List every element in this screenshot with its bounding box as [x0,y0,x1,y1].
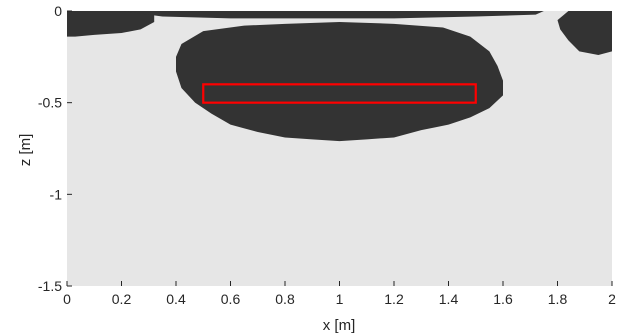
x-tick-label: 2 [608,291,616,307]
center-region [176,22,503,142]
y-tick-label: -0.5 [38,95,62,111]
y-tick-label: 0 [54,3,62,19]
target-rectangle [202,83,477,104]
right-region [557,11,612,55]
x-tick-label: 0 [63,291,71,307]
left-region [67,11,155,37]
x-tick-label: 0.2 [112,291,132,307]
y-tick-label: -1 [50,186,63,202]
x-axis-label: x [m] [323,317,356,334]
x-tick-label: 1.4 [439,291,459,307]
x-tick-label: 1 [336,291,344,307]
plot-area [67,11,612,286]
x-tick-label: 1.2 [384,291,404,307]
x-tick-label: 1.8 [548,291,568,307]
x-axis: 0 0.2 0.4 0.6 0.8 1 1.2 1.4 1.6 1.8 2 [63,281,616,307]
x-tick-label: 0.8 [275,291,295,307]
y-axis: 0 -0.5 -1 -1.5 [38,3,72,294]
y-axis-label: z [m] [17,134,34,167]
y-tick-label: -1.5 [38,278,62,294]
top-strip [121,11,544,19]
x-tick-label: 0.6 [221,291,241,307]
x-tick-label: 1.6 [493,291,513,307]
x-tick-label: 0.4 [166,291,186,307]
